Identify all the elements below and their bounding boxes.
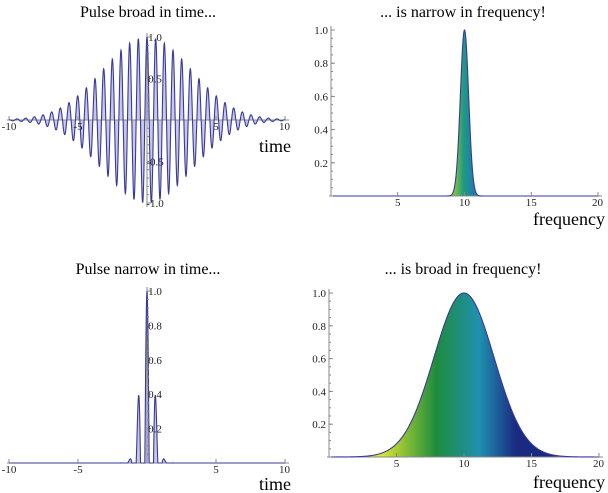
x-tick-label: -10 <box>2 121 17 133</box>
x-tick-label: 20 <box>592 197 604 209</box>
x-axis-label: frequency <box>533 472 605 492</box>
x-tick-label: -10 <box>2 464 17 476</box>
chart-title: ... is narrow in frequency! <box>380 4 546 21</box>
y-tick-label: 0.6 <box>314 91 328 103</box>
curve-line <box>331 29 598 197</box>
y-tick-label: 0.6 <box>312 354 326 366</box>
x-tick-label: 10 <box>279 121 291 133</box>
y-tick-label: 1.0 <box>314 25 328 37</box>
x-tick-label: -5 <box>73 464 83 476</box>
y-tick-label: -0.5 <box>146 157 164 169</box>
x-tick-label: 10 <box>459 458 471 470</box>
chart-pulse-broad-time: Pulse broad in time... time -10 -5 5 10 -1.0… <box>2 4 291 210</box>
curve-fill <box>329 293 599 457</box>
x-tick-label: 5 <box>213 121 219 133</box>
y-tick-label: 1.0 <box>312 288 326 300</box>
x-tick-label: 15 <box>526 197 538 209</box>
chart-narrow-frequency: ... is narrow in frequency! frequency 5 1… <box>314 4 605 229</box>
x-tick-label: 5 <box>213 464 219 476</box>
x-tick-label: 5 <box>395 197 401 209</box>
chart-pulse-narrow-time: Pulse narrow in time... time -10 -5 5 10 0.2… <box>2 261 291 493</box>
y-tick-label: 0.4 <box>148 389 162 401</box>
x-axis-label: frequency <box>533 209 605 229</box>
y-tick-label: 0.8 <box>148 320 162 332</box>
curve-line <box>329 292 599 458</box>
chart-title: ... is broad in frequency! <box>385 261 542 278</box>
x-axis-label: time <box>259 474 291 493</box>
chart-title: Pulse broad in time... <box>80 4 216 21</box>
x-tick-label: 20 <box>593 458 605 470</box>
curve-fill <box>331 30 598 196</box>
x-tick-label: 10 <box>279 464 291 476</box>
chart-title: Pulse narrow in time... <box>76 261 221 278</box>
y-tick-label: -1.0 <box>146 198 164 210</box>
chart-broad-frequency: ... is broad in frequency! frequency 5 10… <box>312 261 605 492</box>
y-tick-label: 0.2 <box>148 424 162 436</box>
y-tick-label: 0.8 <box>312 321 326 333</box>
y-tick-label: 1.0 <box>148 32 162 44</box>
y-tick-label: 0.2 <box>314 158 328 170</box>
x-tick-label: 10 <box>459 197 471 209</box>
x-tick-label: 5 <box>394 458 400 470</box>
y-tick-label: 0.4 <box>312 386 326 398</box>
y-tick-label: 0.8 <box>314 58 328 70</box>
x-tick-label: -5 <box>73 121 83 133</box>
y-tick-label: 0.4 <box>314 125 328 137</box>
x-tick-label: 15 <box>526 458 538 470</box>
y-tick-label: 0.5 <box>148 74 162 86</box>
x-axis-label: time <box>259 136 291 156</box>
y-tick-label: 0.6 <box>148 355 162 367</box>
y-tick-label: 0.2 <box>312 419 326 431</box>
y-tick-label: 1.0 <box>148 286 162 298</box>
